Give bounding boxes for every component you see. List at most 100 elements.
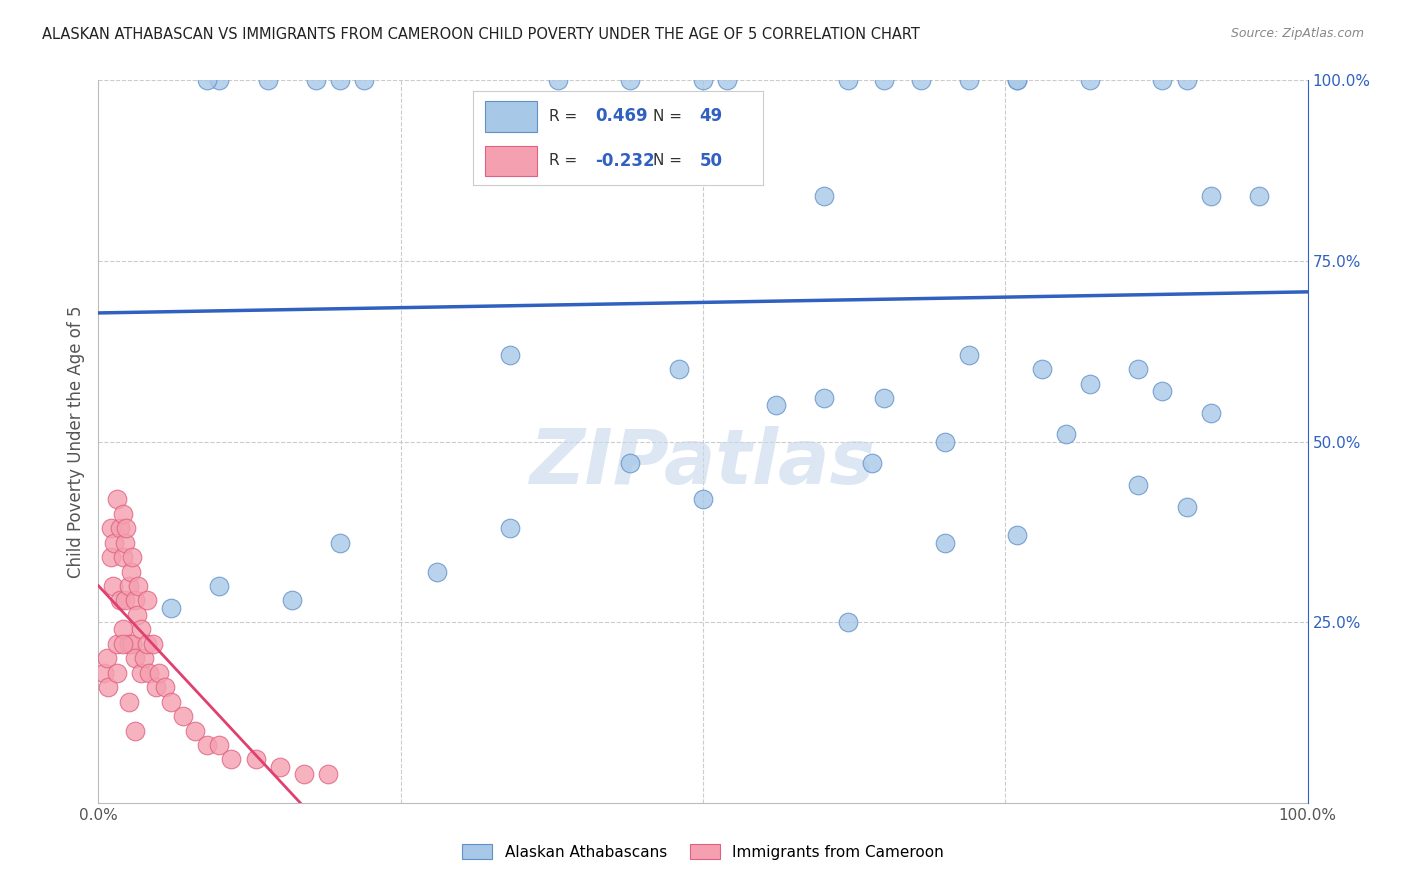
- Point: [957, 348, 980, 362]
- Point: [1078, 376, 1101, 391]
- Point: [121, 550, 143, 565]
- Point: [138, 665, 160, 680]
- Point: [668, 362, 690, 376]
- Point: [124, 651, 146, 665]
- Text: ALASKAN ATHABASCAN VS IMMIGRANTS FROM CAMEROON CHILD POVERTY UNDER THE AGE OF 5 : ALASKAN ATHABASCAN VS IMMIGRANTS FROM CA…: [42, 27, 920, 42]
- Point: [269, 760, 291, 774]
- Point: [153, 680, 176, 694]
- Point: [329, 535, 352, 549]
- Point: [934, 434, 956, 449]
- Point: [957, 73, 980, 87]
- Point: [97, 680, 120, 694]
- Point: [426, 565, 449, 579]
- Point: [118, 695, 141, 709]
- Point: [105, 492, 128, 507]
- Point: [111, 507, 134, 521]
- Point: [1152, 384, 1174, 398]
- Point: [208, 738, 231, 752]
- Point: [910, 73, 932, 87]
- Point: [281, 593, 304, 607]
- Point: [142, 637, 165, 651]
- Point: [160, 695, 183, 709]
- Legend: Alaskan Athabascans, Immigrants from Cameroon: Alaskan Athabascans, Immigrants from Cam…: [454, 836, 952, 867]
- Point: [145, 680, 167, 694]
- Text: ZIPatlas: ZIPatlas: [530, 426, 876, 500]
- Point: [135, 593, 157, 607]
- Point: [1054, 427, 1077, 442]
- Point: [134, 651, 156, 665]
- Point: [1199, 406, 1222, 420]
- Point: [127, 607, 149, 622]
- Point: [837, 73, 859, 87]
- Y-axis label: Child Poverty Under the Age of 5: Child Poverty Under the Age of 5: [66, 305, 84, 578]
- Point: [114, 593, 136, 607]
- Point: [934, 535, 956, 549]
- Point: [148, 665, 170, 680]
- Point: [1249, 189, 1271, 203]
- Point: [716, 73, 738, 87]
- Point: [108, 593, 131, 607]
- Point: [100, 550, 122, 565]
- Point: [118, 579, 141, 593]
- Point: [105, 665, 128, 680]
- Point: [1175, 73, 1198, 87]
- Point: [1007, 73, 1029, 87]
- Point: [873, 73, 896, 87]
- Point: [1152, 73, 1174, 87]
- Point: [353, 73, 375, 87]
- Point: [498, 521, 520, 535]
- Point: [195, 73, 218, 87]
- Point: [1031, 362, 1053, 376]
- Point: [111, 550, 134, 565]
- Point: [118, 637, 141, 651]
- Text: Source: ZipAtlas.com: Source: ZipAtlas.com: [1230, 27, 1364, 40]
- Point: [619, 73, 641, 87]
- Point: [813, 189, 835, 203]
- Point: [1128, 478, 1150, 492]
- Point: [115, 521, 138, 535]
- Point: [96, 651, 118, 665]
- Point: [124, 593, 146, 607]
- Point: [873, 391, 896, 405]
- Point: [114, 535, 136, 549]
- Point: [111, 637, 134, 651]
- Point: [692, 492, 714, 507]
- Point: [860, 456, 883, 470]
- Point: [101, 579, 124, 593]
- Point: [208, 579, 231, 593]
- Point: [1007, 528, 1029, 542]
- Point: [184, 723, 207, 738]
- Point: [172, 709, 194, 723]
- Point: [100, 521, 122, 535]
- Point: [221, 752, 243, 766]
- Point: [120, 565, 142, 579]
- Point: [256, 73, 278, 87]
- Point: [765, 398, 787, 412]
- Point: [127, 579, 149, 593]
- Point: [837, 615, 859, 630]
- Point: [316, 767, 339, 781]
- Point: [619, 456, 641, 470]
- Point: [329, 73, 352, 87]
- Point: [305, 73, 328, 87]
- Point: [1078, 73, 1101, 87]
- Point: [813, 391, 835, 405]
- Point: [105, 637, 128, 651]
- Point: [160, 600, 183, 615]
- Point: [1128, 362, 1150, 376]
- Point: [208, 73, 231, 87]
- Point: [1199, 189, 1222, 203]
- Point: [108, 521, 131, 535]
- Point: [692, 73, 714, 87]
- Point: [1007, 73, 1029, 87]
- Point: [111, 623, 134, 637]
- Point: [498, 348, 520, 362]
- Point: [547, 73, 569, 87]
- Point: [195, 738, 218, 752]
- Point: [103, 535, 125, 549]
- Point: [292, 767, 315, 781]
- Point: [245, 752, 267, 766]
- Point: [135, 637, 157, 651]
- Point: [93, 665, 115, 680]
- Point: [129, 623, 152, 637]
